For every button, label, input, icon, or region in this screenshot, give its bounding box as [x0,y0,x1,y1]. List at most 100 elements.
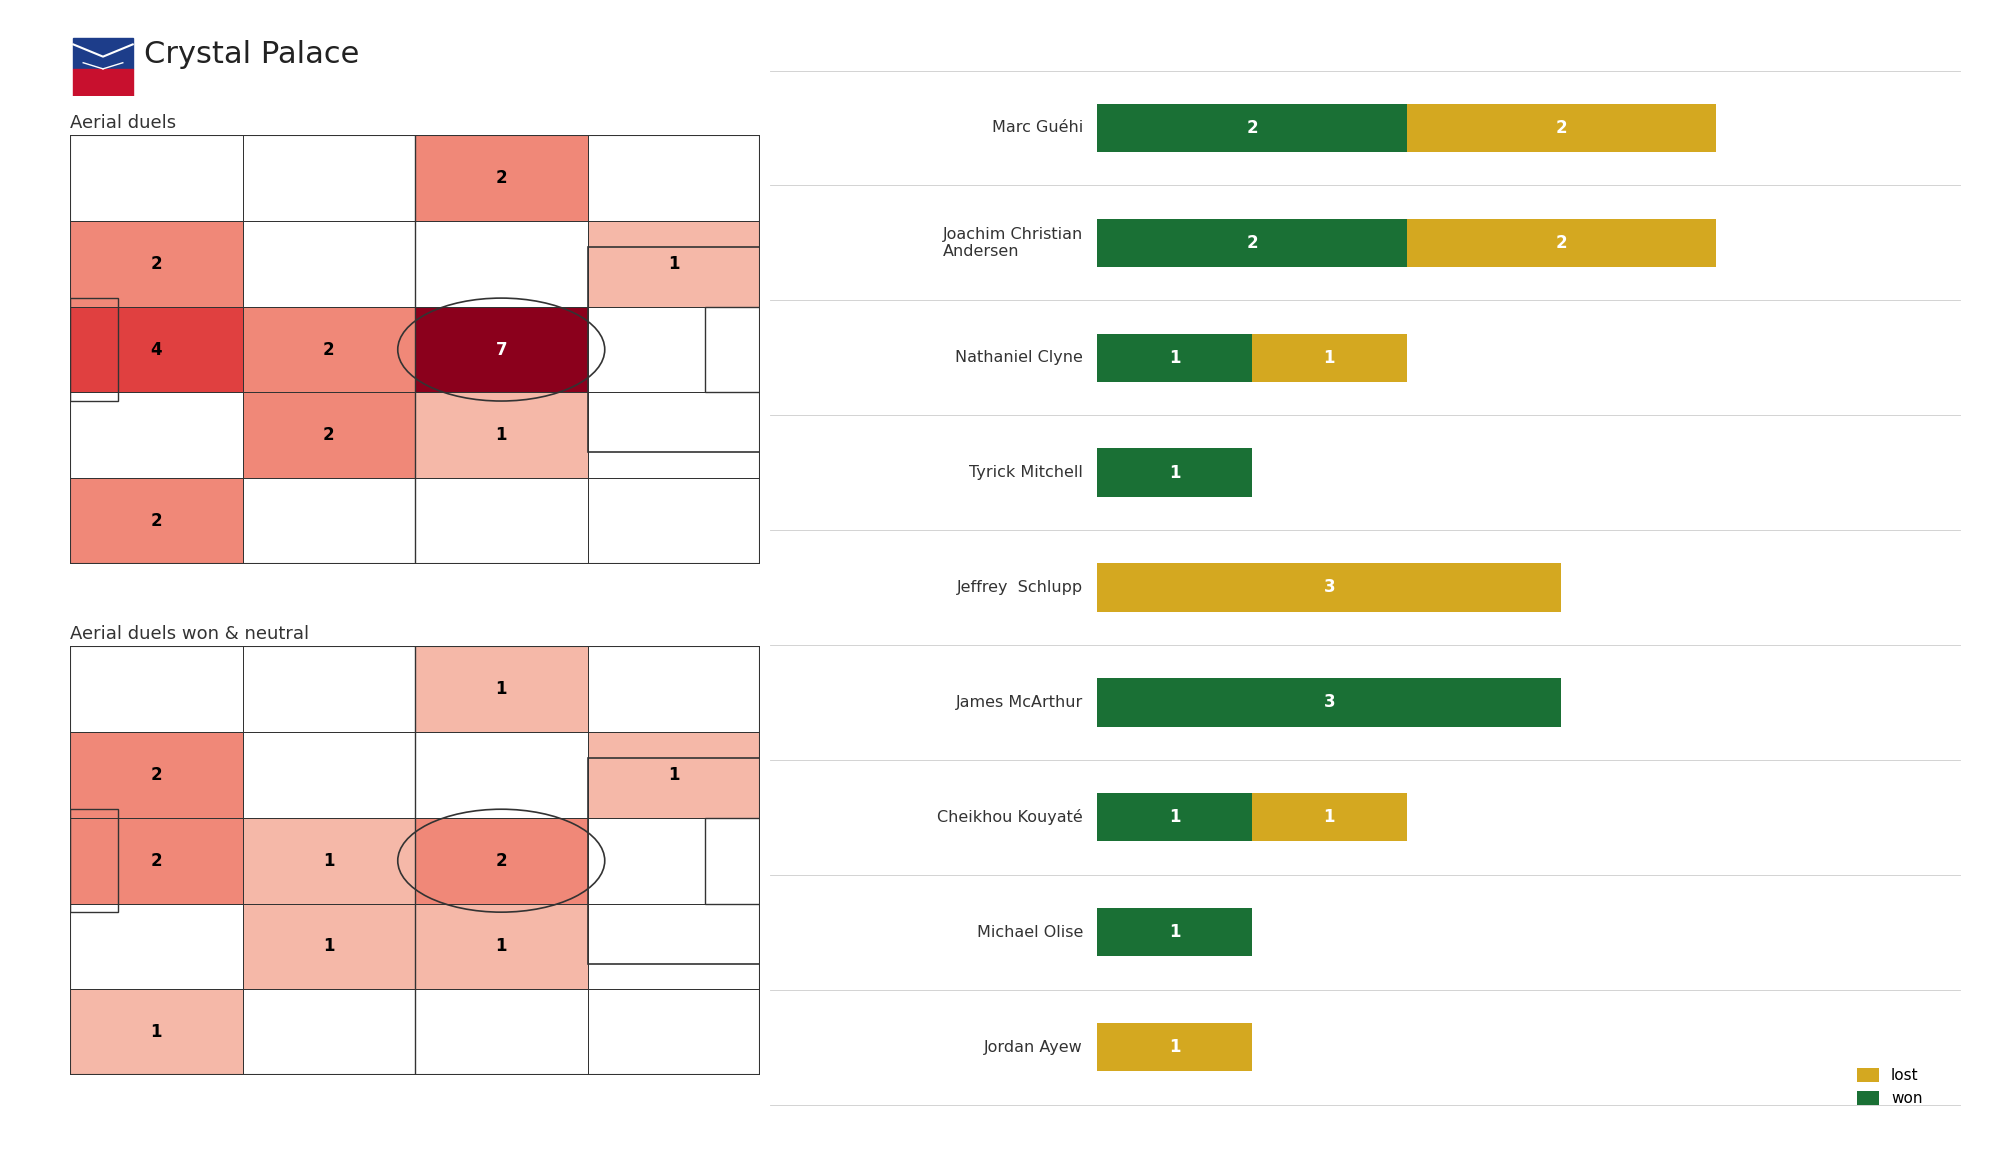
Bar [416,904,588,989]
Bar [588,307,760,392]
Bar [1252,793,1406,841]
Bar [70,646,242,732]
Text: Joachim Christian
Andersen: Joachim Christian Andersen [942,227,1082,258]
Bar [416,392,588,478]
Text: 2: 2 [1556,234,1568,251]
Bar [588,758,760,963]
Text: 2: 2 [322,427,334,444]
Text: Aerial duels won & neutral: Aerial duels won & neutral [70,625,310,643]
Text: 3: 3 [1324,578,1336,597]
Text: 1: 1 [496,680,508,698]
Bar [588,135,760,221]
Bar [416,646,588,732]
Bar [70,989,242,1075]
Text: 2: 2 [496,169,508,187]
Text: 1: 1 [1324,808,1336,826]
Text: 1: 1 [1168,464,1180,482]
Bar [70,298,118,401]
Text: 1: 1 [1168,1038,1180,1056]
Bar [1098,334,1252,382]
Text: 1: 1 [1168,924,1180,941]
Text: 1: 1 [1324,349,1336,367]
Bar [416,818,588,904]
Bar [588,904,760,989]
Bar [416,307,588,392]
Bar [1098,793,1252,841]
Bar [70,392,242,478]
Bar [242,904,416,989]
Bar [70,135,242,221]
Bar [70,810,118,912]
Bar [70,221,242,307]
Text: 2: 2 [1246,234,1258,251]
Bar [1252,334,1406,382]
Text: 1: 1 [1168,808,1180,826]
Text: 1: 1 [668,766,680,784]
Bar [70,478,242,564]
Bar [588,392,760,478]
Bar [70,818,242,904]
Bar [242,646,416,732]
Bar [242,307,416,392]
Text: 2: 2 [150,255,162,273]
Bar [1098,103,1406,152]
Bar [74,39,132,69]
Bar [242,732,416,818]
Bar [1098,678,1562,726]
Bar [242,135,416,221]
Text: 2: 2 [1556,119,1568,137]
Text: 2: 2 [322,341,334,358]
Text: Jordan Ayew: Jordan Ayew [984,1040,1082,1054]
Text: 1: 1 [496,938,508,955]
Text: Jeffrey  Schlupp: Jeffrey Schlupp [956,580,1082,595]
Text: 2: 2 [496,852,508,870]
Text: Nathaniel Clyne: Nathaniel Clyne [956,350,1082,365]
Bar [588,989,760,1075]
Bar [1098,563,1562,612]
Bar [588,732,760,818]
Bar [242,989,416,1075]
Bar [416,221,588,307]
Text: Crystal Palace: Crystal Palace [144,40,358,69]
Bar [242,392,416,478]
Bar [1098,1023,1252,1072]
Bar [242,478,416,564]
Text: 7: 7 [496,341,508,358]
Bar [588,221,760,307]
Bar [416,478,588,564]
Text: Aerial duels: Aerial duels [70,114,176,132]
Text: 1: 1 [150,1023,162,1041]
Text: Marc Guéhi: Marc Guéhi [992,121,1082,135]
Text: James McArthur: James McArthur [956,694,1082,710]
Bar [588,478,760,564]
Text: 1: 1 [1168,349,1180,367]
Legend: lost, won: lost, won [1852,1061,1928,1113]
Bar [1098,219,1406,267]
Text: 2: 2 [150,766,162,784]
Text: 1: 1 [496,427,508,444]
Text: 2: 2 [1246,119,1258,137]
Bar [70,904,242,989]
Bar [1098,449,1252,497]
Text: Cheikhou Kouyaté: Cheikhou Kouyaté [938,810,1082,825]
Text: 2: 2 [150,512,162,530]
Text: Tyrick Mitchell: Tyrick Mitchell [970,465,1082,481]
Text: 1: 1 [324,938,334,955]
Bar [704,818,760,904]
Text: 4: 4 [150,341,162,358]
Bar [1406,219,1716,267]
Bar [704,307,760,392]
Bar [588,818,760,904]
Text: 1: 1 [668,255,680,273]
Bar [416,135,588,221]
Text: 3: 3 [1324,693,1336,711]
Bar [70,732,242,818]
Text: Michael Olise: Michael Olise [976,925,1082,940]
Bar [588,247,760,452]
Bar [416,989,588,1075]
Bar [70,307,242,392]
Bar [74,69,132,96]
Text: 2: 2 [150,852,162,870]
Bar [242,221,416,307]
Bar [416,732,588,818]
